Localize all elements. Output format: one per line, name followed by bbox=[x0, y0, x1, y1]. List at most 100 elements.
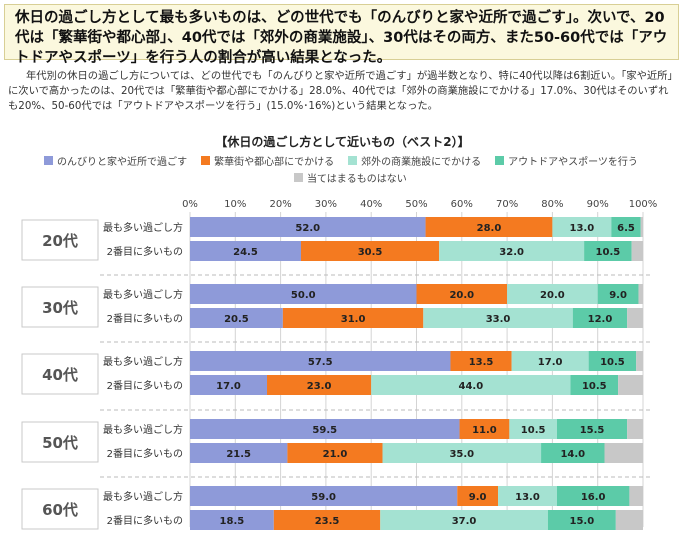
legend-item: 繁華街や都心部にでかける bbox=[201, 153, 334, 168]
legend-item: のんびりと家や近所で過ごす bbox=[44, 153, 187, 168]
bar-segment bbox=[190, 486, 458, 506]
bar-segment bbox=[541, 443, 605, 463]
bar-segment bbox=[457, 486, 499, 506]
bar-segment bbox=[636, 351, 643, 371]
bar-segment bbox=[423, 308, 573, 328]
legend-swatch bbox=[495, 156, 505, 165]
chart-legend: のんびりと家や近所で過ごす 繁華街や都心部にでかける 郊外の商業施設にでかける アウト… bbox=[44, 152, 680, 186]
bar-segment bbox=[190, 241, 301, 261]
legend-item: アウトドアやスポーツを行う bbox=[495, 153, 638, 168]
data-label: 9.0 bbox=[609, 290, 627, 301]
age-label: 40代 bbox=[42, 366, 78, 384]
data-label: 15.0 bbox=[570, 516, 595, 527]
legend-item: 郊外の商業施設にでかける bbox=[348, 153, 481, 168]
age-box bbox=[21, 353, 99, 395]
data-label: 23.5 bbox=[315, 516, 340, 527]
bar-row-label: 最も多い過ごし方 bbox=[103, 288, 183, 301]
legend-label: 繁華街や都心部にでかける bbox=[214, 157, 335, 168]
bar-segment bbox=[273, 510, 381, 530]
bar-segment bbox=[416, 284, 508, 304]
data-label: 11.0 bbox=[472, 425, 497, 436]
bar-segment bbox=[627, 308, 643, 328]
data-label: 59.5 bbox=[312, 425, 337, 436]
bar-row-label: 2番目に多いもの bbox=[107, 447, 183, 460]
bar-segment bbox=[439, 241, 585, 261]
age-label: 50代 bbox=[42, 434, 78, 452]
data-label: 9.0 bbox=[469, 492, 487, 503]
data-label: 10.5 bbox=[596, 247, 621, 258]
bar-segment bbox=[190, 351, 451, 371]
headline-box: 休日の過ごし方として最も多いものは、どの世代でも「のんびりと家や近所で過ごす」。… bbox=[4, 4, 679, 66]
chart-title: 【休日の過ごし方として近いもの（ベスト2）】 bbox=[215, 135, 470, 149]
bar-segment bbox=[425, 217, 553, 237]
bar-segment bbox=[627, 419, 643, 439]
bar-segment bbox=[382, 443, 542, 463]
age-label: 60代 bbox=[42, 501, 78, 519]
data-label: 18.5 bbox=[220, 516, 245, 527]
bar-segment bbox=[190, 217, 426, 237]
data-label: 16.0 bbox=[581, 492, 606, 503]
bar-segment bbox=[498, 486, 557, 506]
data-label: 12.0 bbox=[588, 314, 613, 325]
bar-segment bbox=[190, 510, 274, 530]
legend-label: アウトドアやスポーツを行う bbox=[508, 157, 638, 168]
x-tick-label: 90% bbox=[587, 199, 609, 210]
bar-segment bbox=[371, 375, 571, 395]
x-tick-label: 60% bbox=[451, 199, 473, 210]
bar-segment bbox=[631, 241, 643, 261]
bar-segment bbox=[190, 375, 268, 395]
data-label: 21.0 bbox=[323, 449, 348, 460]
data-label: 52.0 bbox=[295, 223, 320, 234]
bar-segment bbox=[604, 443, 643, 463]
data-label: 50.0 bbox=[291, 290, 316, 301]
legend-label: のんびりと家や近所で過ごす bbox=[57, 157, 188, 168]
bar-segment bbox=[611, 217, 641, 237]
data-label: 10.5 bbox=[600, 357, 625, 368]
data-label: 15.5 bbox=[580, 425, 605, 436]
bar-segment bbox=[450, 351, 512, 371]
bar-segment bbox=[556, 486, 630, 506]
x-tick-label: 0% bbox=[182, 199, 198, 210]
data-label: 6.5 bbox=[617, 223, 635, 234]
bar-row-label: 最も多い過ごし方 bbox=[103, 423, 183, 436]
data-label: 20.0 bbox=[540, 290, 565, 301]
data-label: 33.0 bbox=[486, 314, 511, 325]
bar-segment bbox=[570, 375, 619, 395]
data-label: 24.5 bbox=[233, 247, 258, 258]
bar-segment bbox=[507, 284, 598, 304]
bar-segment bbox=[190, 308, 283, 328]
legend-swatch bbox=[44, 156, 53, 165]
bar-segment bbox=[597, 284, 639, 304]
x-tick-label: 80% bbox=[541, 199, 563, 210]
data-label: 35.0 bbox=[449, 449, 474, 460]
legend-swatch bbox=[201, 156, 211, 165]
body-paragraph: 年代別の休日の過ごし方については、どの世代でも「のんびりと家や近所で過ごす」が過… bbox=[8, 70, 673, 112]
legend-label: 当てはまるものはない bbox=[307, 174, 407, 185]
x-tick-label: 10% bbox=[224, 199, 246, 210]
data-label: 20.5 bbox=[224, 314, 249, 325]
bar-row-label: 2番目に多いもの bbox=[107, 312, 183, 325]
x-tick-label: 50% bbox=[405, 199, 427, 210]
bar-segment bbox=[638, 284, 643, 304]
bar-segment bbox=[300, 241, 440, 261]
bar-segment bbox=[556, 419, 628, 439]
bar-segment bbox=[190, 419, 460, 439]
x-tick-label: 70% bbox=[496, 199, 518, 210]
data-label: 20.0 bbox=[449, 290, 474, 301]
bar-segment bbox=[459, 419, 510, 439]
bar-segment bbox=[584, 241, 632, 261]
bar-segment bbox=[552, 217, 612, 237]
bar-segment bbox=[511, 351, 589, 371]
bar-segment bbox=[572, 308, 628, 328]
bar-row-label: 2番目に多いもの bbox=[107, 379, 183, 392]
data-label: 17.0 bbox=[538, 357, 563, 368]
legend-label: 郊外の商業施設にでかける bbox=[361, 157, 482, 168]
data-label: 31.0 bbox=[341, 314, 366, 325]
data-label: 13.0 bbox=[570, 223, 595, 234]
x-tick-label: 100% bbox=[629, 199, 658, 210]
data-label: 28.0 bbox=[477, 223, 502, 234]
bar-segment bbox=[287, 443, 383, 463]
x-tick-label: 40% bbox=[360, 199, 382, 210]
bar-row-label: 最も多い過ごし方 bbox=[103, 490, 183, 503]
legend-swatch bbox=[294, 173, 303, 182]
